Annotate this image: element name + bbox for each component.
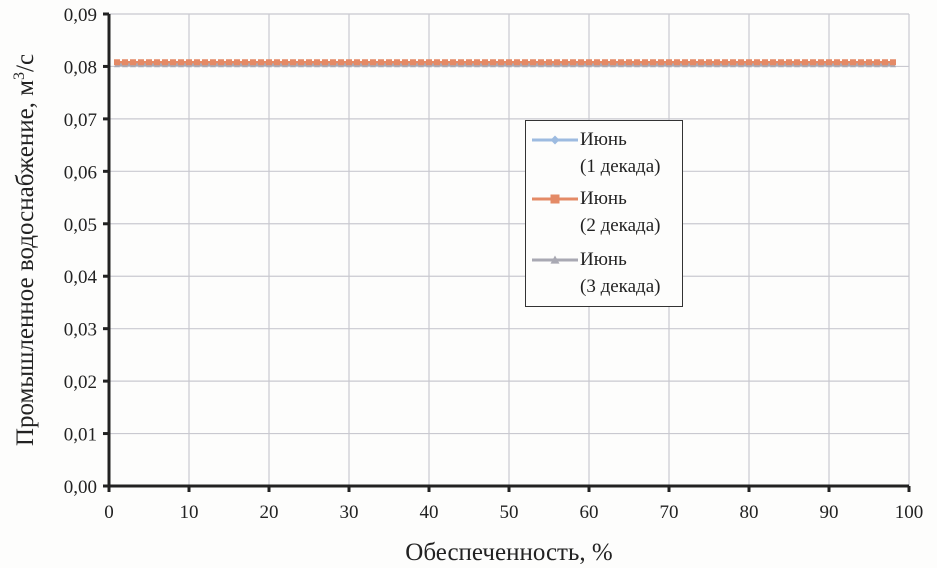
- axes: [103, 12, 911, 492]
- legend-label: Июнь: [580, 129, 627, 150]
- svg-text:60: 60: [580, 502, 599, 523]
- svg-text:20: 20: [260, 502, 279, 523]
- legend-label-sub: (1 декада): [580, 156, 661, 177]
- legend-triangle-marker-icon: [530, 249, 580, 271]
- svg-text:0,07: 0,07: [64, 110, 97, 131]
- legend-label-sub: (3 декада): [580, 276, 661, 297]
- legend-item-june-decade-1: Июнь (1 декада): [530, 129, 660, 180]
- legend-item-june-decade-3: Июнь (3 декада): [530, 249, 660, 300]
- svg-text:50: 50: [500, 502, 519, 523]
- svg-text:70: 70: [660, 502, 679, 523]
- svg-text:0,02: 0,02: [64, 372, 97, 393]
- svg-text:0,03: 0,03: [64, 320, 97, 341]
- legend-label: Июнь: [580, 249, 627, 270]
- legend-square-marker-icon: [530, 188, 580, 210]
- svg-text:0,08: 0,08: [64, 57, 97, 78]
- svg-text:0,00: 0,00: [64, 477, 97, 498]
- legend-diamond-marker-icon: [530, 129, 580, 151]
- grid-lines: [109, 13, 910, 486]
- x-axis-tick-labels: 0 10 20 30 40 50 60 70 80 90 100: [104, 502, 923, 523]
- chart-legend: Июнь (1 декада) Июнь (2 декада) Июнь (3 дек…: [525, 120, 683, 307]
- svg-text:30: 30: [340, 502, 359, 523]
- legend-label-sub: (2 декада): [580, 215, 661, 236]
- y-axis-title: Промышленное водоснабжение, м3/с: [11, 54, 39, 446]
- svg-text:0,06: 0,06: [64, 162, 97, 183]
- legend-label: Июнь: [580, 188, 627, 209]
- svg-text:80: 80: [740, 502, 759, 523]
- legend-item-june-decade-2: Июнь (2 декада): [530, 188, 660, 239]
- svg-text:10: 10: [180, 502, 199, 523]
- svg-text:0: 0: [104, 502, 114, 523]
- svg-text:100: 100: [895, 502, 924, 523]
- svg-text:0,01: 0,01: [64, 425, 97, 446]
- y-axis-tick-labels: 0,00 0,01 0,02 0,03 0,04 0,05 0,06 0,07 0,08 0,09: [64, 5, 98, 498]
- x-axis-title: Обеспеченность, %: [405, 539, 612, 566]
- data-series: [114, 59, 896, 68]
- svg-text:0,04: 0,04: [64, 267, 98, 288]
- svg-text:0,05: 0,05: [64, 215, 97, 236]
- svg-text:90: 90: [820, 502, 839, 523]
- svg-text:0,09: 0,09: [64, 5, 97, 26]
- svg-text:40: 40: [420, 502, 439, 523]
